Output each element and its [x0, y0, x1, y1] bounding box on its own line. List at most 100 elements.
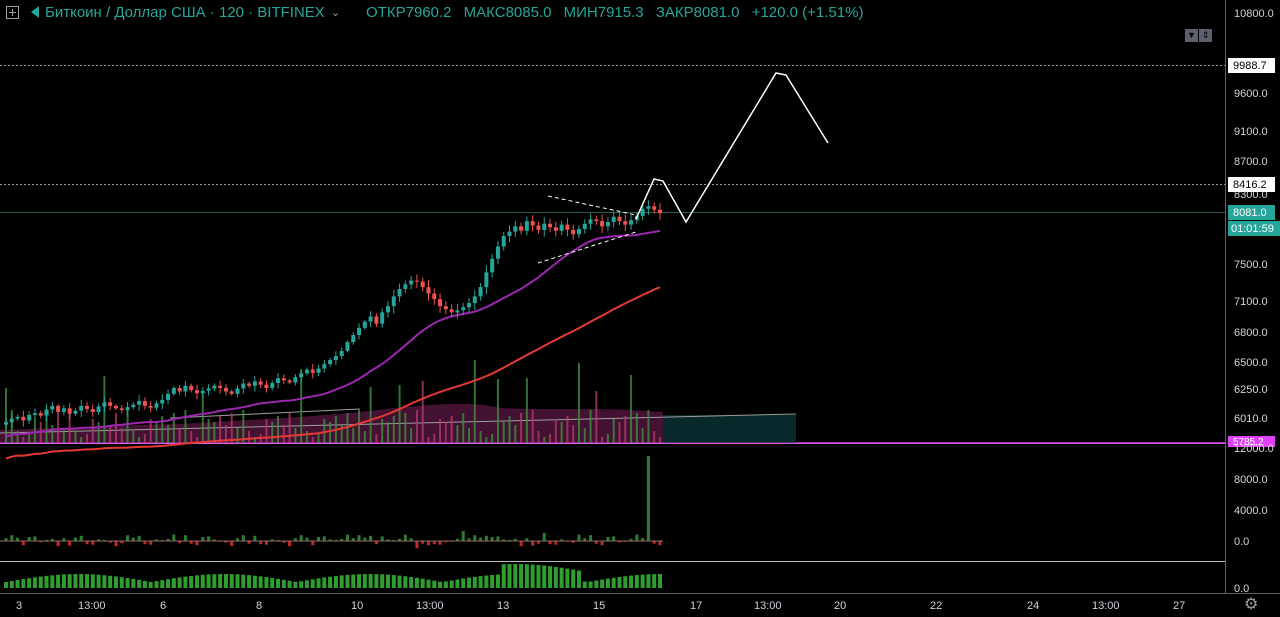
volume-pane-bar: [571, 541, 575, 543]
volume-pane-bar: [600, 541, 604, 546]
candle-body: [461, 307, 466, 311]
volume-pane-bar: [299, 535, 303, 541]
volume-pane-bar: [317, 537, 321, 541]
volume-pane-bar: [207, 536, 211, 541]
candle-body: [576, 229, 581, 235]
volume-pane-bar: [131, 537, 135, 541]
volume-pane-bar: [455, 538, 459, 541]
volume-pane-bar: [178, 541, 182, 544]
price-tick: 6500.0: [1234, 357, 1268, 369]
projection-path: [635, 72, 829, 224]
candle-body: [281, 378, 286, 381]
candle-body: [287, 380, 292, 383]
candle-body: [160, 399, 165, 404]
volume-bar: [415, 410, 418, 443]
volume-bar: [410, 428, 413, 443]
volume-pane-bar: [56, 541, 60, 547]
volume-bar: [282, 425, 285, 443]
volume-bar: [421, 381, 424, 443]
volume-bar: [161, 416, 164, 443]
candle-body: [519, 226, 524, 231]
forecast-zone: [663, 415, 796, 443]
volume-pane-bar: [513, 538, 517, 541]
candle-body: [617, 216, 622, 222]
candle-body: [600, 221, 605, 227]
volume-pane-bar: [85, 541, 89, 545]
oscillator-bar: [299, 581, 304, 588]
volume-bar: [33, 419, 36, 443]
gear-icon[interactable]: ⚙: [1244, 596, 1259, 613]
oscillator-bar: [333, 576, 338, 588]
oscillator-bar: [119, 577, 124, 588]
time-tick: 6: [160, 600, 166, 612]
volume-bar: [114, 413, 117, 443]
candle-body: [73, 410, 78, 414]
scroll-arrows[interactable]: ▼ ⇕: [1185, 29, 1212, 42]
volume-pane-bar: [114, 541, 118, 547]
volume-pane-bar: [409, 538, 413, 541]
oscillator-bar: [85, 574, 90, 588]
oscillator-bar: [125, 578, 130, 588]
oscillator-bar: [142, 580, 147, 588]
oscillator-bar: [565, 568, 570, 588]
volume-bar: [86, 434, 89, 443]
volume-pane-bar: [97, 539, 101, 541]
volume-pane-bar: [629, 538, 633, 541]
volume-pane-bar: [369, 535, 373, 541]
oscillator-bar: [218, 574, 223, 588]
candle-body: [391, 296, 396, 307]
volume-bar: [566, 416, 569, 443]
price-tick: 8700.0: [1234, 156, 1268, 168]
candle-body: [15, 416, 20, 419]
volume-tick: 8000.0: [1234, 474, 1268, 486]
volume-bar: [381, 419, 384, 443]
volume-bar: [612, 419, 615, 443]
volume-pane-bar: [398, 538, 402, 541]
volume-bar: [560, 422, 563, 443]
volume-pane-bar: [149, 541, 153, 545]
oscillator-bar: [96, 574, 101, 588]
oscillator-bar: [588, 581, 593, 588]
volume-pane-bar: [652, 541, 656, 544]
volume-pane-bar: [126, 535, 130, 541]
time-tick: 13:00: [416, 600, 444, 612]
oscillator-bar: [241, 574, 246, 588]
price-tick: 6800.0: [1234, 327, 1268, 339]
volume-bar: [62, 428, 65, 443]
volume-pane-bar: [577, 534, 581, 541]
candle-body: [611, 216, 616, 222]
chevron-down-icon[interactable]: ▼: [1185, 29, 1198, 42]
volume-bar: [51, 425, 54, 443]
volume-bar: [456, 425, 459, 443]
volume-bar: [201, 394, 204, 443]
candle-body: [629, 220, 634, 225]
oscillator-bar: [524, 564, 529, 588]
price-tick: 9100.0: [1234, 126, 1268, 138]
ohlc-high: МАКС8085.0: [463, 3, 552, 21]
volume-bar: [369, 387, 372, 443]
chevron-down-icon[interactable]: ⌄: [330, 6, 341, 19]
symbol-title[interactable]: Биткоин / Доллар США · 120 · BITFINEX: [45, 3, 325, 21]
volume-pane-bar: [264, 541, 268, 545]
volume-bar: [601, 437, 604, 443]
candle-body: [102, 402, 107, 407]
up-down-arrows-icon[interactable]: ⇕: [1199, 29, 1212, 42]
candle-body: [548, 223, 553, 228]
volume-pane-bar: [525, 538, 529, 541]
volume-pane-bar: [328, 539, 332, 541]
volume-pane-bar: [33, 536, 37, 541]
volume-pane-bar: [496, 536, 500, 541]
volume-pane-bar: [288, 541, 292, 547]
volume-pane-bar: [345, 534, 349, 541]
oscillator-bar: [507, 564, 512, 588]
oscillator-bar: [634, 575, 639, 588]
candle-body: [50, 405, 55, 410]
volume-bar: [109, 425, 112, 443]
volume-bar: [525, 378, 528, 443]
oscillator-bar: [374, 574, 379, 588]
oscillator-bar: [9, 581, 14, 588]
volume-bar: [68, 410, 71, 443]
volume-pane-bar: [259, 541, 263, 545]
add-symbol-icon[interactable]: [6, 5, 19, 19]
